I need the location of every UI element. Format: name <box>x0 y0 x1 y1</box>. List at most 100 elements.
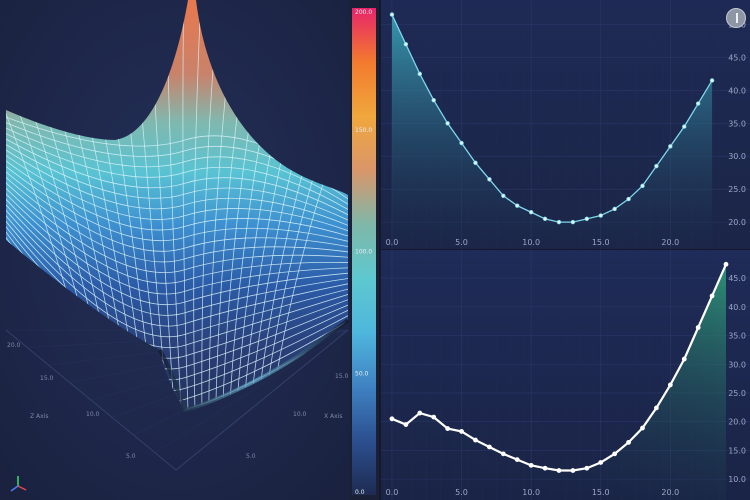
surface-chart-panel[interactable]: 20.0 15.0 10.0 5.0 15.0 10.0 5.0 Z Axis X Axis <box>0 0 350 500</box>
data-point <box>417 71 422 77</box>
top-line-chart[interactable]: 0.0 5.0 10.0 15.0 20.0 20.0 25.0 30.0 35.0 40.0 4… <box>381 0 750 250</box>
data-point <box>667 382 673 388</box>
y-tick-label: 35.0 <box>728 119 746 128</box>
data-point <box>626 196 631 202</box>
z-axis-title: Z Axis <box>30 413 48 420</box>
bottom-line-chart[interactable]: 0.0 5.0 10.0 15.0 20.0 10.0 15.0 20.0 25.0 30.0 3… <box>381 250 750 500</box>
colorbar-tick-label: 150.0 <box>355 127 372 134</box>
top-line-chart-panel[interactable]: 0.0 5.0 10.0 15.0 20.0 20.0 25.0 30.0 35.0 40.0 4… <box>381 0 750 250</box>
x-tick-label: 5.0 <box>455 238 468 247</box>
y-tick-label: 15.0 <box>728 446 746 455</box>
x-tick-label: 20.0 <box>661 238 679 247</box>
x-tick-label: 15.0 <box>592 238 610 247</box>
x-tick-label: 15.0 <box>592 488 610 497</box>
data-point <box>682 124 687 129</box>
bottom-y-axis-ticks: 10.0 15.0 20.0 25.0 30.0 35.0 40.0 45.0 <box>728 274 746 484</box>
data-point <box>501 193 506 198</box>
y-tick-label: 20.0 <box>728 418 746 427</box>
data-point <box>556 468 562 473</box>
y-tick-label: 45.0 <box>728 53 746 62</box>
data-point <box>486 444 492 450</box>
data-point <box>640 425 645 431</box>
data-point <box>515 203 520 208</box>
data-point <box>654 405 659 411</box>
data-point <box>584 216 590 222</box>
data-point <box>598 213 603 218</box>
y-tick-label: 10.0 <box>728 475 746 484</box>
bottom-line-chart-panel[interactable]: 0.0 5.0 10.0 15.0 20.0 10.0 15.0 20.0 25.0 30.0 3… <box>381 250 750 500</box>
data-point <box>403 422 409 427</box>
data-point <box>626 439 631 445</box>
y-tick-label: 40.0 <box>728 303 746 312</box>
colorbar-ticks: 200.0 150.0 100.0 50.0 0.0 <box>355 9 372 496</box>
panel-divider-vertical <box>379 0 381 500</box>
surface-x-tick: 15.0 <box>335 373 349 380</box>
top-line-area <box>391 14 713 250</box>
surface-mesh <box>6 0 348 410</box>
surface-z-tick: 20.0 <box>7 342 21 349</box>
data-point <box>542 465 548 471</box>
data-point <box>556 219 562 225</box>
bottom-x-axis-ticks: 0.0 5.0 10.0 15.0 20.0 <box>386 488 680 497</box>
data-point <box>612 451 618 457</box>
data-point <box>709 78 715 83</box>
surface-axis-ticks: 20.0 15.0 10.0 5.0 15.0 10.0 5.0 <box>7 342 349 460</box>
top-line-markers <box>389 12 715 225</box>
data-point <box>445 426 451 431</box>
data-point <box>473 160 478 166</box>
colorbar-tick-label: 200.0 <box>355 9 372 16</box>
y-tick-label: 20.0 <box>728 218 746 227</box>
y-tick-label: 35.0 <box>728 332 746 341</box>
colorbar-panel: 200.0 150.0 100.0 50.0 0.0 <box>350 0 379 500</box>
data-point <box>500 451 506 457</box>
top-line-series <box>391 14 713 223</box>
top-x-axis-ticks: 0.0 5.0 10.0 15.0 20.0 <box>386 238 680 247</box>
data-point <box>473 437 478 443</box>
x-tick-label: 20.0 <box>661 488 679 497</box>
x-tick-label: 10.0 <box>522 238 540 247</box>
y-tick-label: 30.0 <box>728 152 746 161</box>
surface-z-tick: 15.0 <box>40 375 54 382</box>
x-tick-label: 0.0 <box>386 488 399 497</box>
data-point <box>528 210 534 215</box>
data-point <box>542 216 548 222</box>
data-point <box>389 12 395 17</box>
y-tick-label: 25.0 <box>728 389 746 398</box>
colorbar-tick-label: 50.0 <box>355 370 369 377</box>
y-tick-label: 40.0 <box>728 86 746 95</box>
colorbar-tick-label: 100.0 <box>355 249 372 256</box>
data-point <box>709 293 715 299</box>
data-point <box>681 356 687 362</box>
data-point <box>598 460 604 465</box>
data-point <box>584 465 590 471</box>
data-point <box>459 429 464 434</box>
data-point <box>403 42 409 47</box>
data-point <box>487 177 492 182</box>
x-tick-label: 5.0 <box>455 488 468 497</box>
x-tick-label: 10.0 <box>522 488 540 497</box>
data-point <box>570 219 576 225</box>
colorbar-gradient <box>352 8 376 495</box>
surface-chart[interactable]: 20.0 15.0 10.0 5.0 15.0 10.0 5.0 Z Axis X Axis <box>0 0 350 500</box>
surface-z-tick: 10.0 <box>86 411 100 418</box>
data-point <box>389 416 395 422</box>
axis-orientation-icon <box>10 476 27 492</box>
data-point <box>431 98 436 103</box>
y-tick-label: 25.0 <box>728 185 746 194</box>
x-axis-title: X Axis <box>324 413 342 420</box>
data-point <box>514 457 520 463</box>
surface-front-rim <box>158 318 350 413</box>
y-tick-label: 30.0 <box>728 360 746 369</box>
data-point <box>695 325 701 330</box>
data-point <box>417 410 423 416</box>
data-point <box>668 144 673 149</box>
colorbar-tick-label: 0.0 <box>355 489 365 496</box>
info-icon[interactable] <box>726 8 746 28</box>
surface-x-tick: 5.0 <box>246 453 256 460</box>
data-point <box>431 414 437 420</box>
data-point <box>654 163 659 169</box>
bottom-line-markers <box>389 261 729 473</box>
colorbar: 200.0 150.0 100.0 50.0 0.0 <box>352 8 376 496</box>
data-point <box>445 121 450 126</box>
